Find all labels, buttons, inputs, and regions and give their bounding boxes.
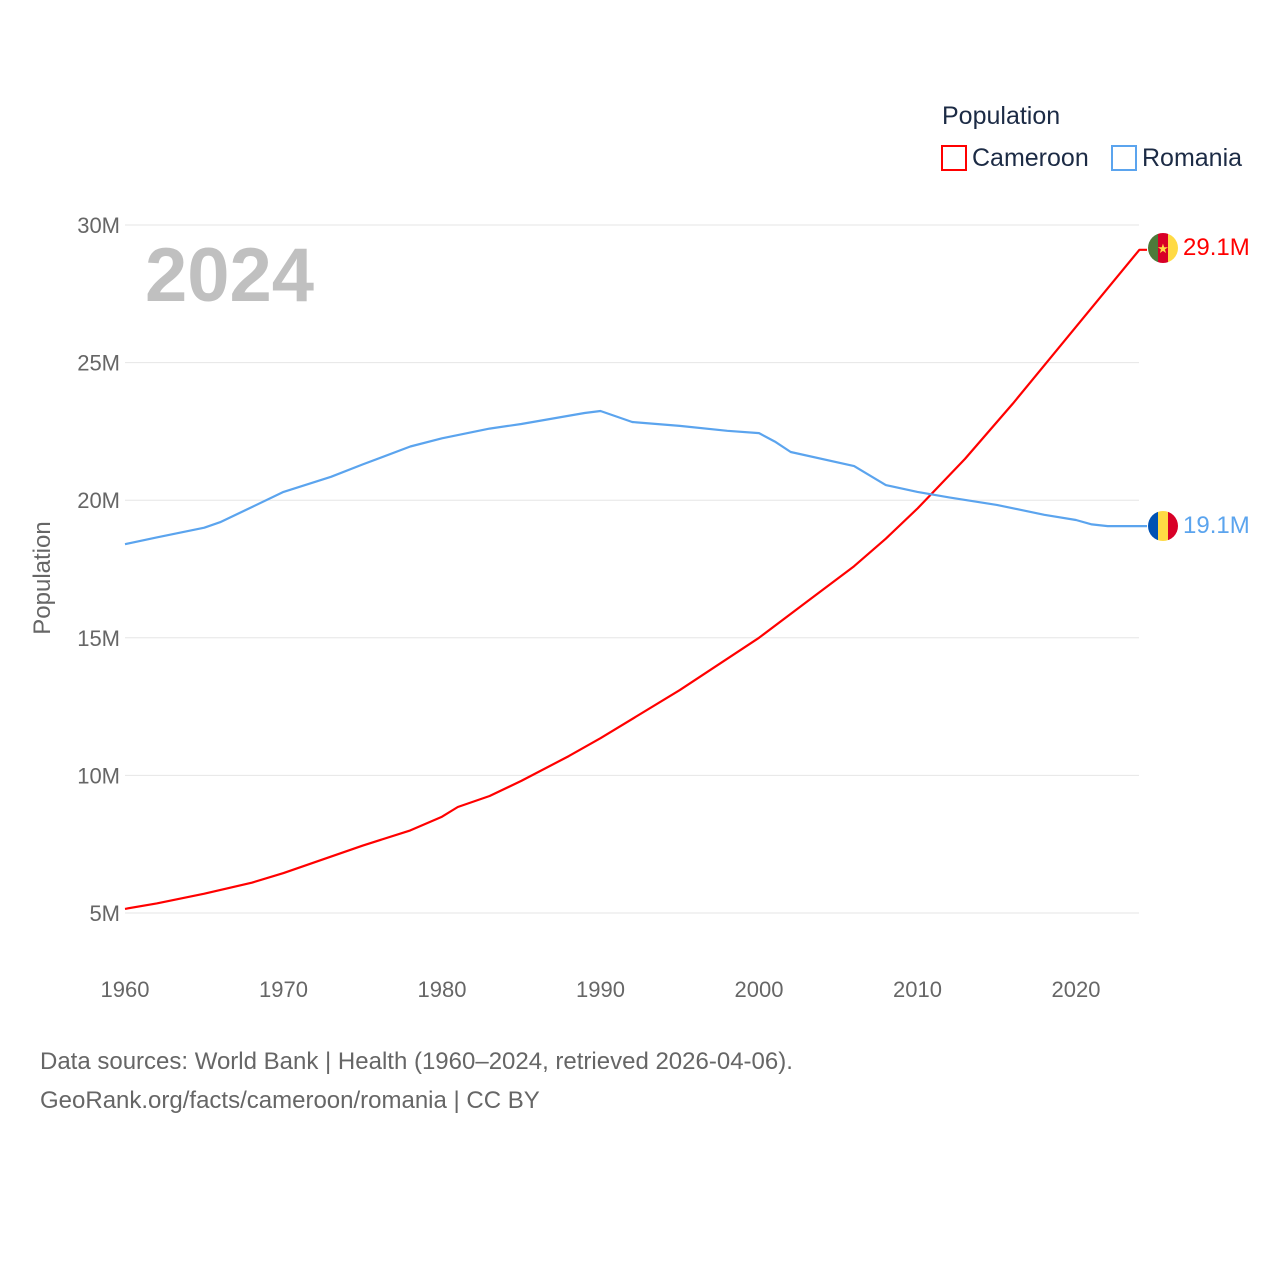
legend-item-cameroon[interactable]: Cameroon (941, 144, 1089, 172)
footer-credit[interactable]: GeoRank.org/facts/cameroon/romania | CC … (40, 1087, 540, 1114)
series-line-cameroon (124, 248, 1147, 910)
y-tick-label: 25M (77, 351, 120, 376)
legend-swatch-cameroon (941, 145, 967, 171)
legend-swatch-romania (1111, 145, 1137, 171)
y-tick-label: 10M (77, 763, 120, 788)
x-tick-label: 1990 (576, 977, 625, 1002)
romania-end-label: 19.1M (1183, 512, 1250, 539)
y-tick-label: 15M (77, 626, 120, 651)
series-line-romania (124, 409, 1147, 546)
y-tick-label: 20M (77, 488, 120, 513)
x-tick-label: 1970 (259, 977, 308, 1002)
legend-label-cameroon: Cameroon (972, 144, 1089, 172)
x-tick-label: 2010 (893, 977, 942, 1002)
y-tick-label: 5M (89, 901, 120, 926)
x-tick-label: 2020 (1052, 977, 1101, 1002)
year-title: 2024 (145, 233, 314, 318)
legend-item-romania[interactable]: Romania (1111, 144, 1242, 172)
y-axis-ticks: 5M 10M 15M 20M 25M 30M (77, 213, 120, 926)
cameroon-flag-icon: ★ (1148, 233, 1178, 263)
legend-label-romania: Romania (1142, 144, 1242, 172)
y-tick-label: 30M (77, 213, 120, 238)
x-tick-label: 1960 (101, 977, 150, 1002)
romania-flag-icon (1148, 511, 1178, 541)
x-tick-label: 2000 (735, 977, 784, 1002)
svg-text:★: ★ (1157, 241, 1169, 256)
x-tick-label: 1980 (418, 977, 467, 1002)
footer-sources: Data sources: World Bank | Health (1960–… (40, 1048, 793, 1075)
cameroon-end-label: 29.1M (1183, 234, 1250, 261)
gridlines (125, 224, 1139, 914)
y-axis-label: Population (29, 521, 56, 634)
series-lines (124, 248, 1147, 910)
x-axis-ticks: 1960 1970 1980 1990 2000 2010 2020 (101, 977, 1101, 1002)
legend-title: Population (942, 102, 1060, 130)
legend: Population Cameroon Romania (941, 102, 1242, 172)
